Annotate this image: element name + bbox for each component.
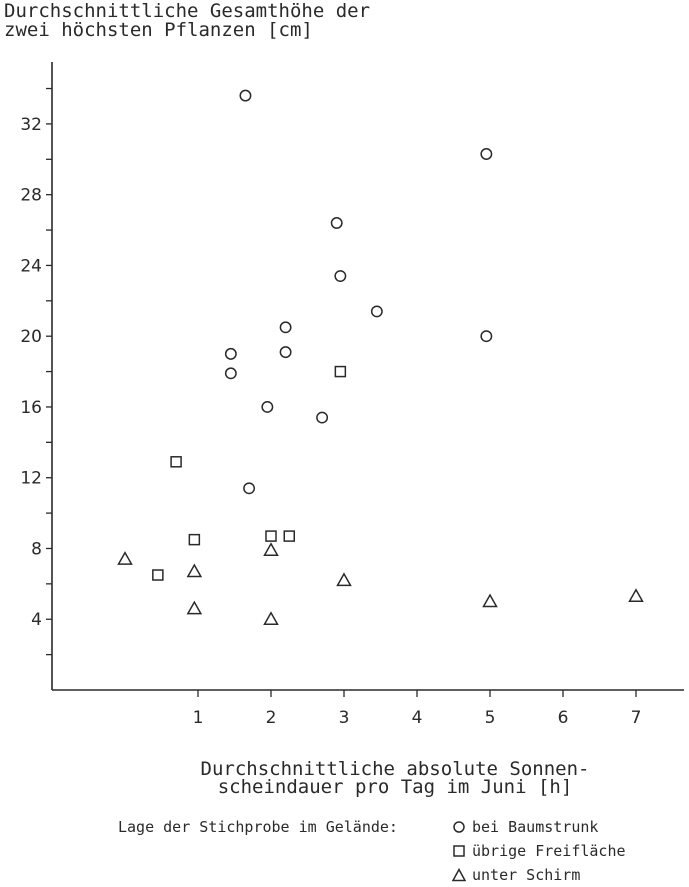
point-triangle-2	[263, 542, 279, 556]
x-tick-label-7: 7	[631, 708, 642, 728]
legend-square-icon	[453, 845, 465, 857]
y-tick-label-32: 32	[20, 115, 42, 135]
y-tick-label-8: 8	[31, 539, 42, 559]
x-axis-label-line-1: Durchschnittliche absolute Sonnen-	[200, 758, 590, 780]
x-tick-label-3: 3	[339, 708, 350, 728]
legend-circle-icon	[453, 821, 465, 833]
point-circle-12	[224, 367, 237, 380]
legend-item-freiflaeche: übrige Freifläche	[452, 842, 626, 860]
point-square-6	[152, 569, 164, 581]
tick-marks	[46, 87, 637, 697]
y-tick-label-20: 20	[20, 327, 42, 347]
point-square-1	[334, 365, 347, 378]
y-tick-label-28: 28	[20, 186, 42, 206]
point-triangle-6	[263, 611, 279, 625]
x-axis-label-line-2: scheindauer pro Tag im Juni [h]	[217, 776, 573, 798]
x-tick-label-2: 2	[266, 708, 277, 728]
legend-item-baumstrunk: bei Baumstrunk	[452, 818, 598, 836]
legend-label-baumstrunk: bei Baumstrunk	[472, 818, 599, 836]
point-circle-3	[330, 217, 343, 229]
point-circle-14	[316, 411, 329, 424]
point-triangle-1	[117, 551, 133, 565]
axes	[51, 62, 684, 691]
chart-title: Durchschnittliche Gesamthöhe der zwei höc…	[4, 2, 370, 40]
point-square-3	[188, 533, 201, 546]
data-points	[117, 89, 644, 625]
point-triangle-4	[336, 572, 352, 587]
y-tick-label-12: 12	[20, 469, 42, 489]
x-tick-label-6: 6	[558, 708, 569, 728]
point-circle-9	[480, 330, 493, 343]
point-circle-10	[224, 347, 237, 360]
x-tick-label-1: 1	[193, 708, 204, 728]
point-square-2	[170, 456, 182, 468]
x-tick-label-4: 4	[412, 708, 423, 728]
legend-label-freiflaeche: übrige Freifläche	[472, 842, 626, 860]
point-circle-1	[239, 89, 252, 102]
legend-item-schirm: unter Schirm	[452, 866, 580, 884]
point-circle-11	[279, 346, 292, 359]
tick-labels: 4812162024283212345678	[20, 115, 642, 728]
point-triangle-7	[482, 593, 498, 608]
legend-triangle-icon	[452, 868, 466, 882]
y-tick-label-4: 4	[31, 610, 42, 630]
title-line-1: Durchschnittliche Gesamthöhe der	[4, 0, 371, 22]
point-triangle-5	[186, 600, 203, 615]
point-circle-8	[279, 321, 292, 334]
point-square-4	[265, 530, 277, 542]
point-square-5	[283, 530, 295, 542]
point-triangle-3	[186, 563, 203, 578]
title-line-2: zwei höchsten Pflanzen [cm]	[4, 19, 313, 41]
y-tick-label-16: 16	[20, 398, 42, 418]
legend-title: Lage der Stichprobe im Gelände:	[118, 818, 398, 836]
point-circle-13	[261, 401, 274, 413]
legend-label-schirm: unter Schirm	[472, 866, 581, 884]
point-circle-15	[243, 482, 256, 495]
point-circle-4	[334, 270, 347, 283]
y-tick-label-24: 24	[20, 256, 42, 276]
point-circle-2	[480, 148, 493, 160]
point-triangle-8	[628, 588, 644, 602]
point-circle-7	[370, 305, 383, 318]
x-tick-label-5: 5	[485, 708, 496, 728]
